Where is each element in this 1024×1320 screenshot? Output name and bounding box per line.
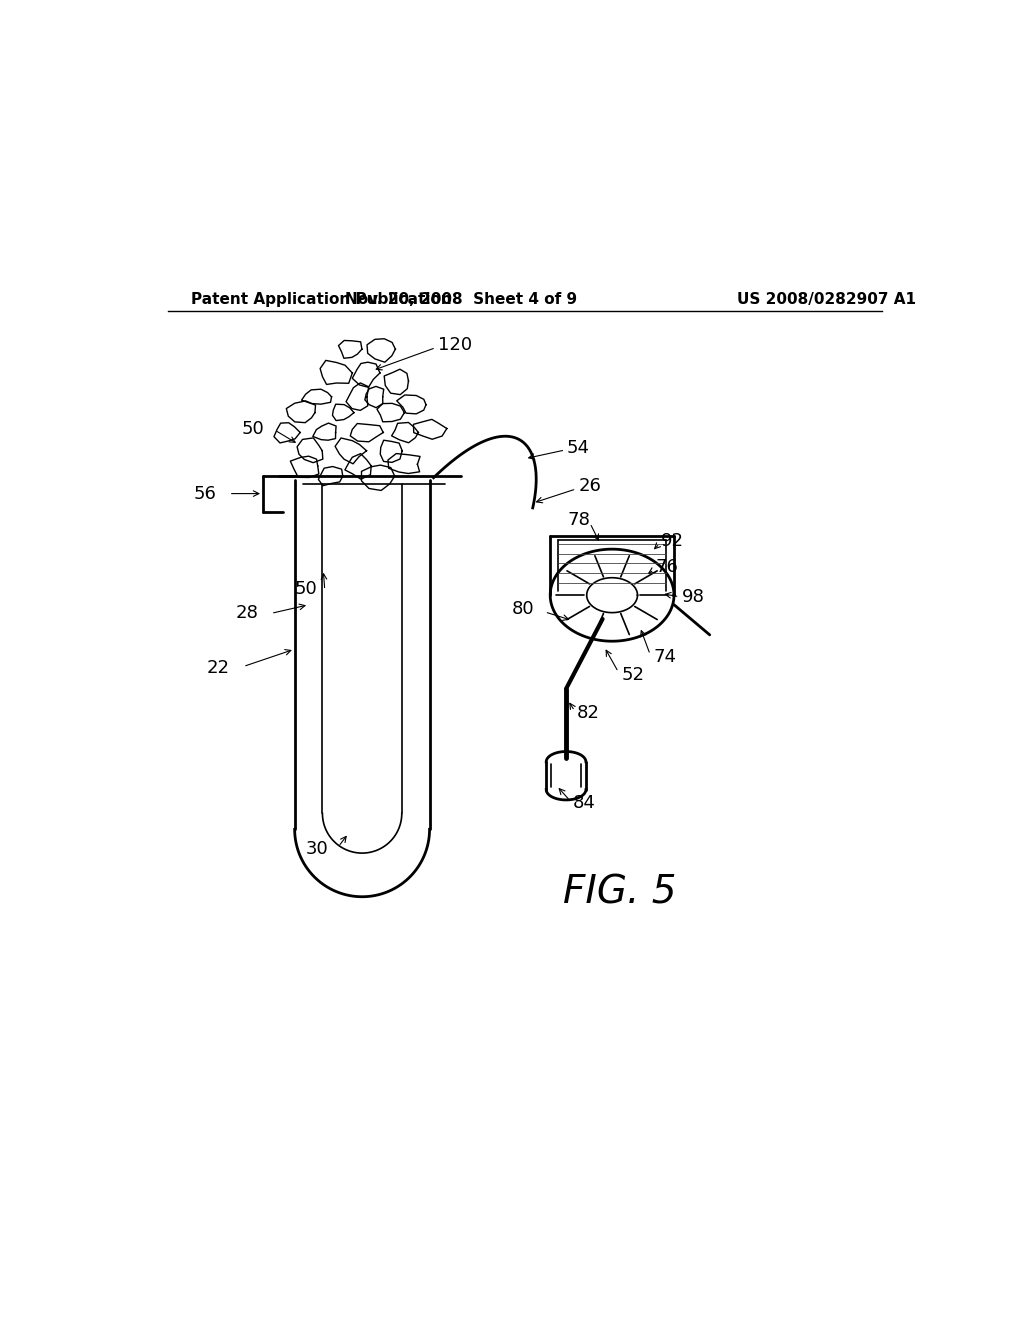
Text: 98: 98 — [682, 587, 705, 606]
Text: 74: 74 — [653, 648, 677, 667]
Text: 56: 56 — [194, 484, 217, 503]
Text: 78: 78 — [567, 511, 590, 529]
Text: 80: 80 — [512, 601, 535, 619]
Text: 50: 50 — [294, 579, 316, 598]
Text: 52: 52 — [622, 665, 645, 684]
Text: 50: 50 — [242, 420, 264, 437]
Text: 26: 26 — [579, 477, 602, 495]
Text: 92: 92 — [662, 532, 684, 550]
Text: Nov. 20, 2008  Sheet 4 of 9: Nov. 20, 2008 Sheet 4 of 9 — [345, 292, 578, 306]
Text: 120: 120 — [437, 337, 472, 354]
Text: 30: 30 — [305, 840, 328, 858]
Text: US 2008/0282907 A1: US 2008/0282907 A1 — [737, 292, 915, 306]
Text: FIG. 5: FIG. 5 — [563, 874, 677, 912]
Text: Patent Application Publication: Patent Application Publication — [191, 292, 453, 306]
Text: 82: 82 — [577, 704, 599, 722]
Text: 76: 76 — [655, 558, 679, 577]
Text: 22: 22 — [207, 659, 229, 677]
Text: 54: 54 — [567, 440, 590, 457]
Text: 28: 28 — [237, 603, 259, 622]
Text: 84: 84 — [572, 795, 595, 812]
